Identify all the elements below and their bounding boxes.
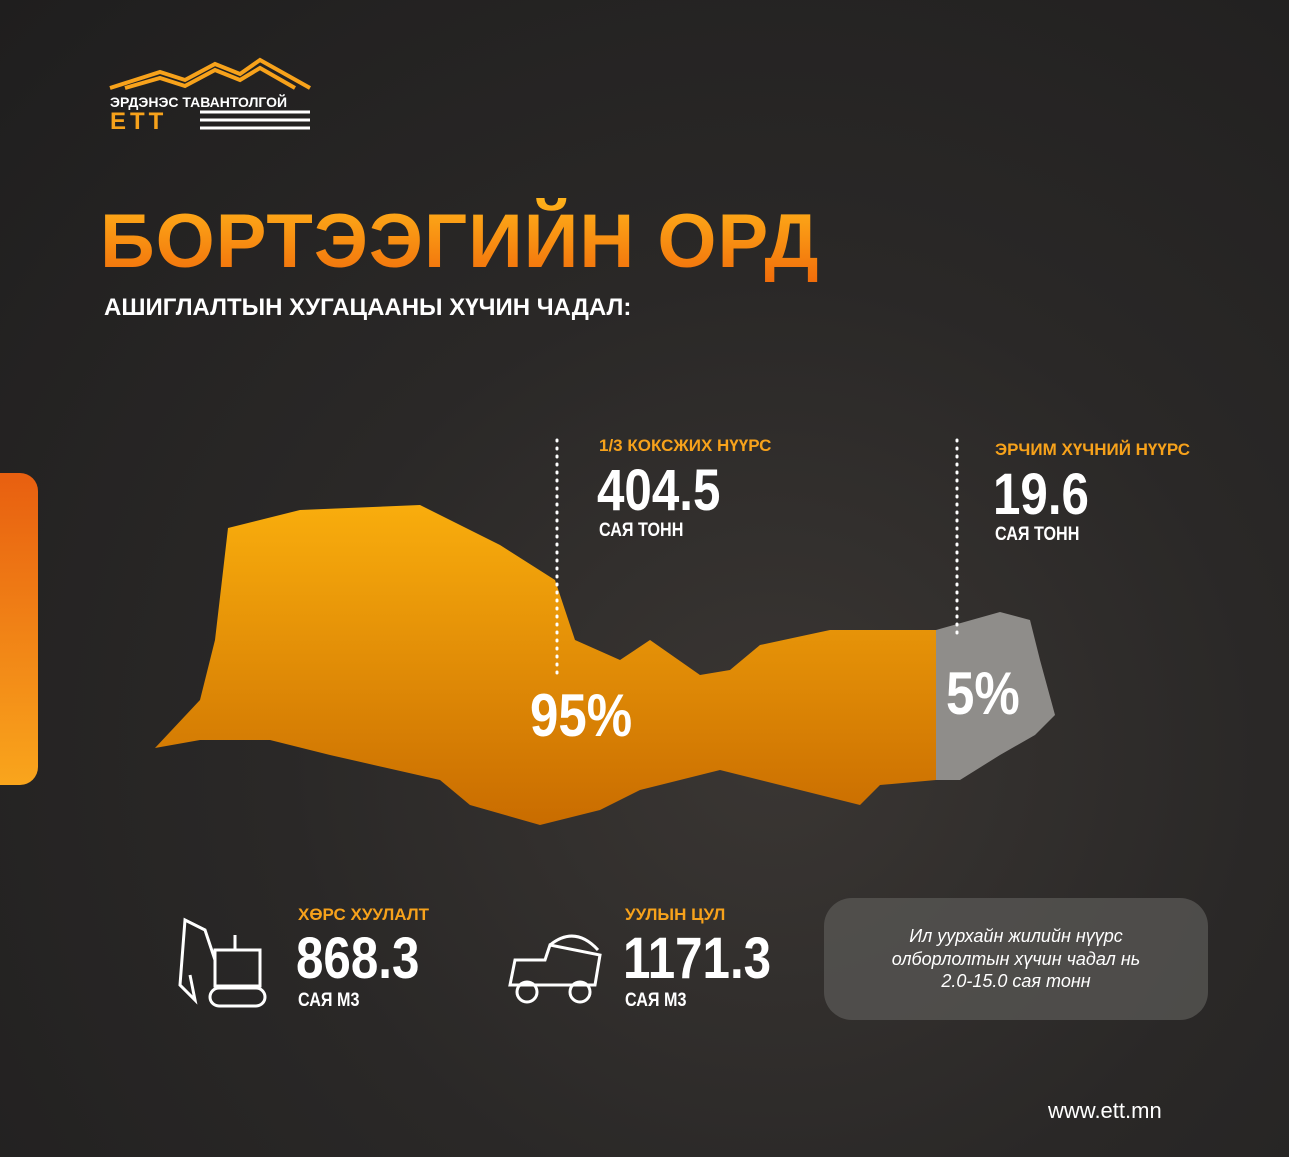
logo-name: ЭРДЭНЭС ТАВАНТОЛГОЙ xyxy=(110,94,288,110)
note: Ил уурхайн жилийн нүүрс олборлолтын хүчи… xyxy=(824,898,1208,1020)
reserve-share: 95% xyxy=(530,682,633,749)
side-tab xyxy=(0,473,38,785)
title: БОРТЭЭГИЙН ОРД xyxy=(100,199,820,284)
reserve-unit: САЯ ТОНН xyxy=(599,520,684,541)
note-line: 2.0-15.0 сая тонн xyxy=(941,971,1091,992)
note-line: олборлолтын хүчин чадал нь xyxy=(891,948,1141,969)
note-line: Ил уурхайн жилийн нүүрс xyxy=(909,926,1123,947)
logo-mark xyxy=(109,57,311,90)
stat-unit: САЯ М3 xyxy=(625,990,687,1011)
reserve-value: 404.5 xyxy=(597,458,721,523)
reserve-unit: САЯ ТОНН xyxy=(995,524,1080,545)
subtitle: АШИГЛАЛТЫН ХУГАЦААНЫ ХҮЧИН ЧАДАЛ: xyxy=(104,294,632,321)
reserve-value: 19.6 xyxy=(993,462,1089,527)
logo-abbr: ЕТТ xyxy=(110,108,168,135)
reserve-label: 1/3 КОКСЖИХ НҮҮРС xyxy=(599,436,772,455)
stat-label: УУЛЫН ЦУЛ xyxy=(625,905,726,924)
truck-icon xyxy=(508,934,602,1004)
logo-lines xyxy=(200,110,310,130)
excavator-icon xyxy=(178,917,267,1008)
stat-value: 868.3 xyxy=(296,926,420,991)
reserve-share: 5% xyxy=(946,660,1020,727)
stat-unit: САЯ М3 xyxy=(298,990,360,1011)
website: www.ett.mn xyxy=(1048,1098,1162,1123)
stat-value: 1171.3 xyxy=(623,926,772,991)
stat-label: ХӨРС ХУУЛАЛТ xyxy=(298,905,430,924)
coking-coal-area xyxy=(155,505,936,825)
thermal-coal-area xyxy=(936,612,1055,780)
reserve-label: ЭРЧИМ ХҮЧНИЙ НҮҮРС xyxy=(995,440,1191,459)
